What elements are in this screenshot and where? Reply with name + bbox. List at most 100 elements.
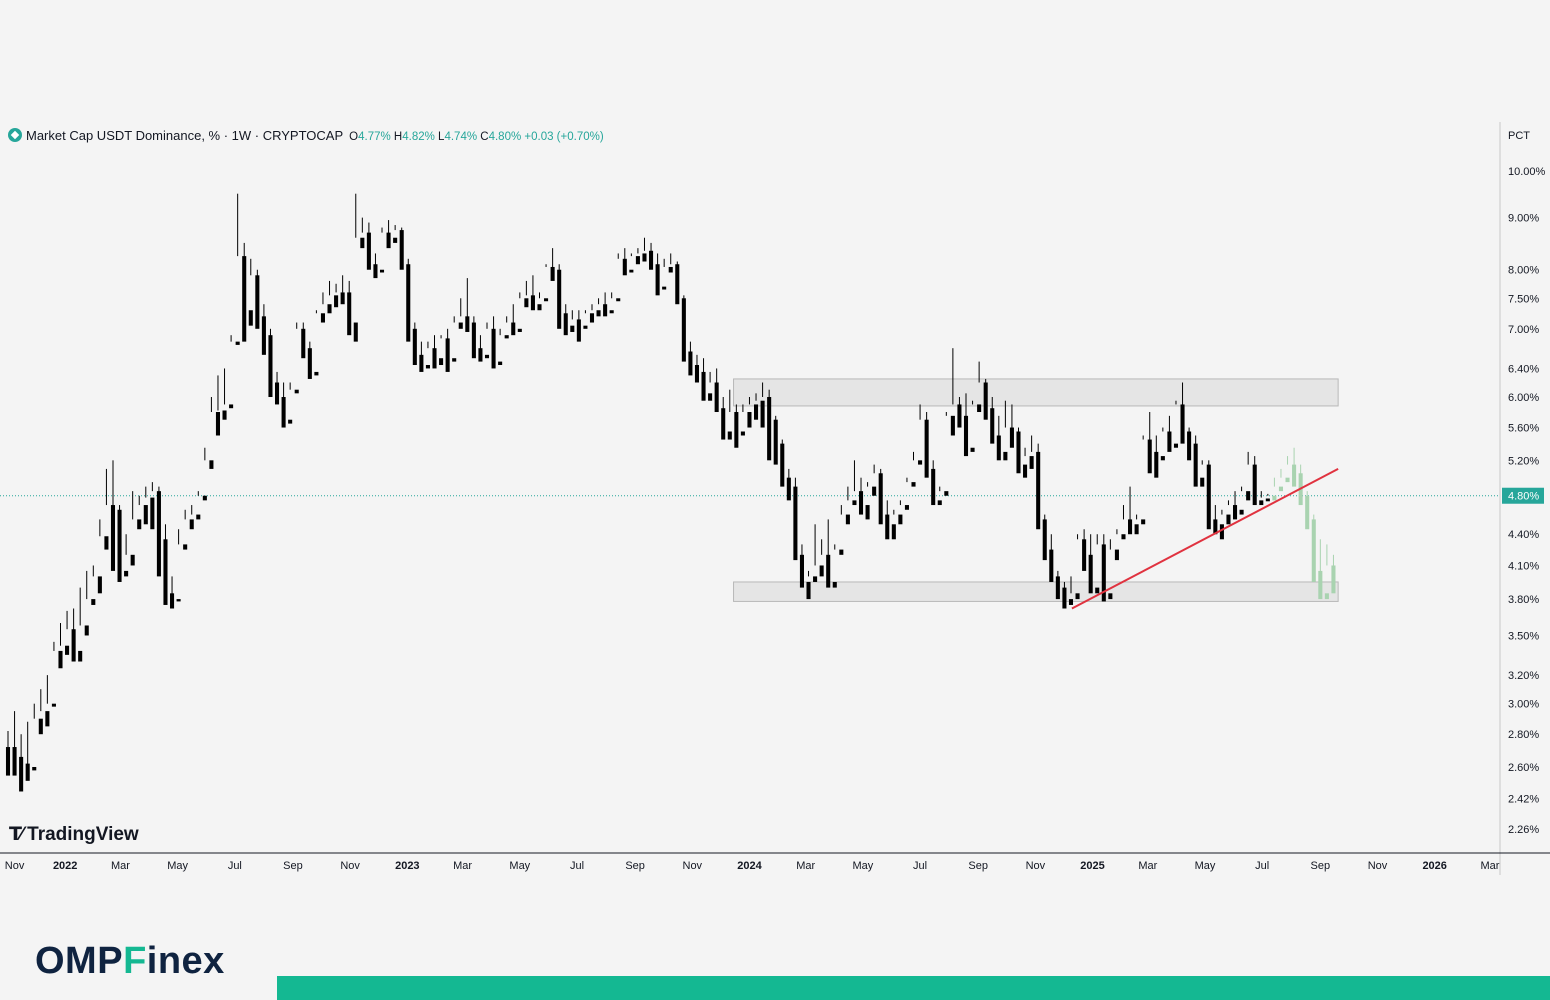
candle: [963, 393, 969, 457]
candle: [222, 368, 227, 420]
candle: [1128, 486, 1133, 535]
price-tick-label: 2.26%: [1508, 824, 1539, 836]
candle-body: [904, 505, 909, 510]
candle-body: [189, 519, 194, 530]
candle-body: [334, 295, 339, 308]
candle-body: [1219, 524, 1224, 540]
candle: [137, 495, 142, 530]
time-tick-label: 2023: [395, 860, 419, 872]
candle: [950, 348, 955, 436]
candle-body: [649, 250, 654, 270]
candle: [701, 358, 706, 401]
candle-body: [1062, 587, 1067, 609]
candle-body: [504, 335, 509, 339]
candle: [635, 248, 640, 265]
zones: [733, 378, 1339, 602]
projection-candle: [1318, 539, 1323, 600]
candle-body: [918, 460, 923, 465]
candle: [91, 565, 96, 605]
candle: [931, 460, 936, 506]
candle: [1147, 412, 1152, 474]
candle-body: [898, 514, 903, 525]
candle: [386, 220, 391, 249]
candle-body: [524, 298, 529, 308]
candle: [760, 382, 765, 428]
candle: [642, 237, 647, 262]
candle: [439, 335, 444, 366]
chart-grid: [0, 122, 1500, 852]
scale-mode-button[interactable]: PCT: [1508, 130, 1530, 142]
candle: [806, 570, 811, 600]
price-chart[interactable]: 10.00% 9.00% 8.00% 7.50% 7.00% 6.40% 6.00% 5.60…: [0, 0, 1550, 880]
candle: [379, 227, 385, 273]
candle-body: [261, 316, 266, 355]
candle: [215, 375, 221, 436]
candle-body: [773, 419, 778, 465]
candle: [1009, 404, 1014, 448]
candle-body: [603, 304, 608, 317]
candle-body: [222, 410, 227, 420]
candle-body: [799, 554, 804, 588]
time-tick-label: May: [509, 860, 530, 872]
candle-body: [1272, 495, 1277, 501]
candle: [143, 486, 148, 525]
price-tick-label: 6.40%: [1508, 363, 1539, 375]
price-tick-label: 3.50%: [1508, 630, 1539, 642]
candle: [491, 316, 496, 369]
candle: [557, 264, 562, 329]
candle: [596, 298, 601, 317]
time-tick-label: Mar: [1138, 860, 1157, 872]
candle-body: [1023, 464, 1028, 478]
candle-body: [609, 310, 614, 314]
candle: [347, 280, 352, 336]
candle: [1173, 400, 1179, 448]
candle-body: [878, 473, 883, 525]
symbol-icon: [8, 128, 22, 142]
price-tick-label: 2.42%: [1508, 794, 1539, 806]
candle-body: [340, 292, 345, 305]
time-tick-label: Jul: [1255, 860, 1269, 872]
trendline: [1071, 468, 1339, 610]
candle: [1114, 529, 1119, 561]
candle: [412, 322, 417, 366]
chart-legend: Market Cap USDT Dominance, % · 1W · CRYP…: [8, 128, 604, 143]
candle: [209, 397, 214, 469]
time-tick-label: May: [167, 860, 188, 872]
candle: [1167, 415, 1172, 452]
projection-candle: [1292, 447, 1297, 487]
candle: [229, 335, 234, 409]
candle-body: [419, 354, 424, 372]
price-tick-label: 5.20%: [1508, 455, 1539, 467]
candle-body: [596, 310, 601, 317]
tradingview-logo[interactable]: 𝗧⁄ TradingView: [9, 823, 139, 846]
candle: [629, 253, 634, 273]
last-price-badge-bg: [1502, 487, 1544, 504]
candle: [452, 316, 457, 362]
time-tick-label: Mar: [453, 860, 472, 872]
candle-body: [688, 351, 693, 376]
candle-body: [530, 295, 535, 311]
candle: [150, 482, 155, 530]
candle: [649, 242, 654, 270]
candle-body: [248, 310, 253, 326]
candle-body: [708, 393, 713, 401]
support-trendline: [1071, 468, 1339, 610]
candle-body: [439, 358, 444, 366]
candle: [589, 304, 595, 323]
candle-body: [1128, 519, 1133, 535]
candle: [576, 310, 581, 342]
candle: [1029, 435, 1034, 469]
candle-body: [425, 365, 430, 369]
candle-body: [721, 408, 726, 440]
candle-body: [347, 292, 352, 336]
candle: [1206, 460, 1211, 530]
candle-body: [714, 382, 719, 413]
brand-logo: OMPFinex: [35, 940, 225, 983]
candle: [110, 460, 116, 571]
low-key: L: [438, 131, 445, 143]
candle-body: [1016, 431, 1021, 474]
candle-body: [1088, 554, 1093, 594]
candle: [327, 280, 332, 314]
candle: [1232, 491, 1238, 520]
candle: [517, 292, 522, 332]
